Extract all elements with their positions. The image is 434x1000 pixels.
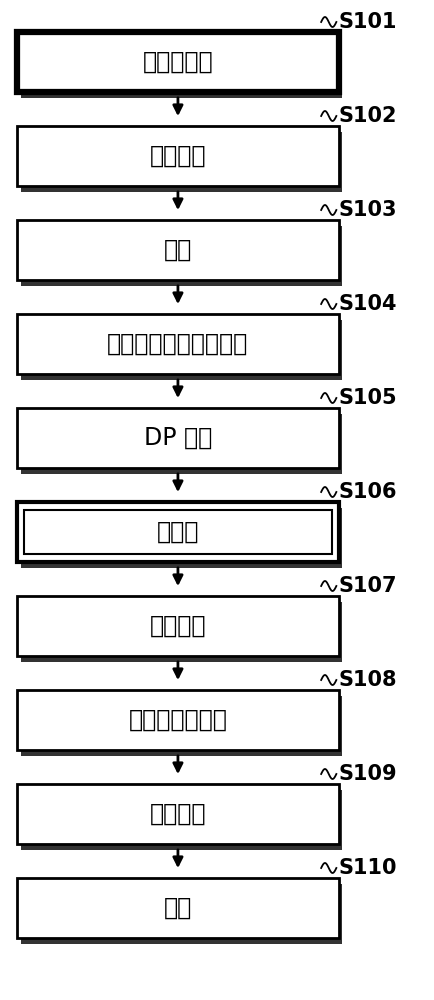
Text: 在扩散之后去除氧化膜: 在扩散之后去除氧化膜 — [107, 332, 249, 356]
Text: DP 印刷: DP 印刷 — [144, 426, 212, 450]
Text: S109: S109 — [339, 764, 397, 784]
Bar — [17, 596, 339, 656]
Text: S107: S107 — [339, 576, 397, 596]
Text: 形成材质: 形成材质 — [150, 144, 206, 168]
Text: S106: S106 — [339, 482, 397, 502]
Text: S101: S101 — [339, 12, 397, 32]
Bar — [21, 696, 342, 756]
Bar — [21, 132, 342, 192]
Text: 电极印刷: 电极印刷 — [150, 802, 206, 826]
Bar — [17, 408, 339, 468]
Bar — [17, 878, 339, 938]
Text: S108: S108 — [339, 670, 397, 690]
Bar — [21, 602, 342, 662]
Text: S104: S104 — [339, 294, 397, 314]
Bar — [21, 790, 342, 850]
Text: 扩散: 扩散 — [164, 238, 192, 262]
Bar — [17, 32, 339, 92]
Text: 烧制: 烧制 — [164, 896, 192, 920]
Bar — [21, 38, 342, 98]
Text: S110: S110 — [339, 858, 397, 878]
Bar — [17, 502, 339, 562]
Bar — [21, 226, 342, 286]
Bar — [17, 220, 339, 280]
Bar — [17, 314, 339, 374]
Text: S105: S105 — [339, 388, 397, 408]
Text: 形成反射防止膜: 形成反射防止膜 — [128, 708, 227, 732]
Bar — [21, 414, 342, 474]
Text: S103: S103 — [339, 200, 397, 220]
Bar — [24, 510, 332, 554]
Bar — [21, 884, 342, 944]
Text: 背面蚀刻: 背面蚀刻 — [150, 614, 206, 638]
Text: S102: S102 — [339, 106, 397, 126]
Bar — [17, 690, 339, 750]
Bar — [17, 784, 339, 844]
Bar — [21, 320, 342, 380]
Bar — [21, 508, 342, 568]
Text: 去除损伤层: 去除损伤层 — [143, 50, 213, 74]
Bar — [17, 126, 339, 186]
Text: 热氧化: 热氧化 — [157, 520, 199, 544]
